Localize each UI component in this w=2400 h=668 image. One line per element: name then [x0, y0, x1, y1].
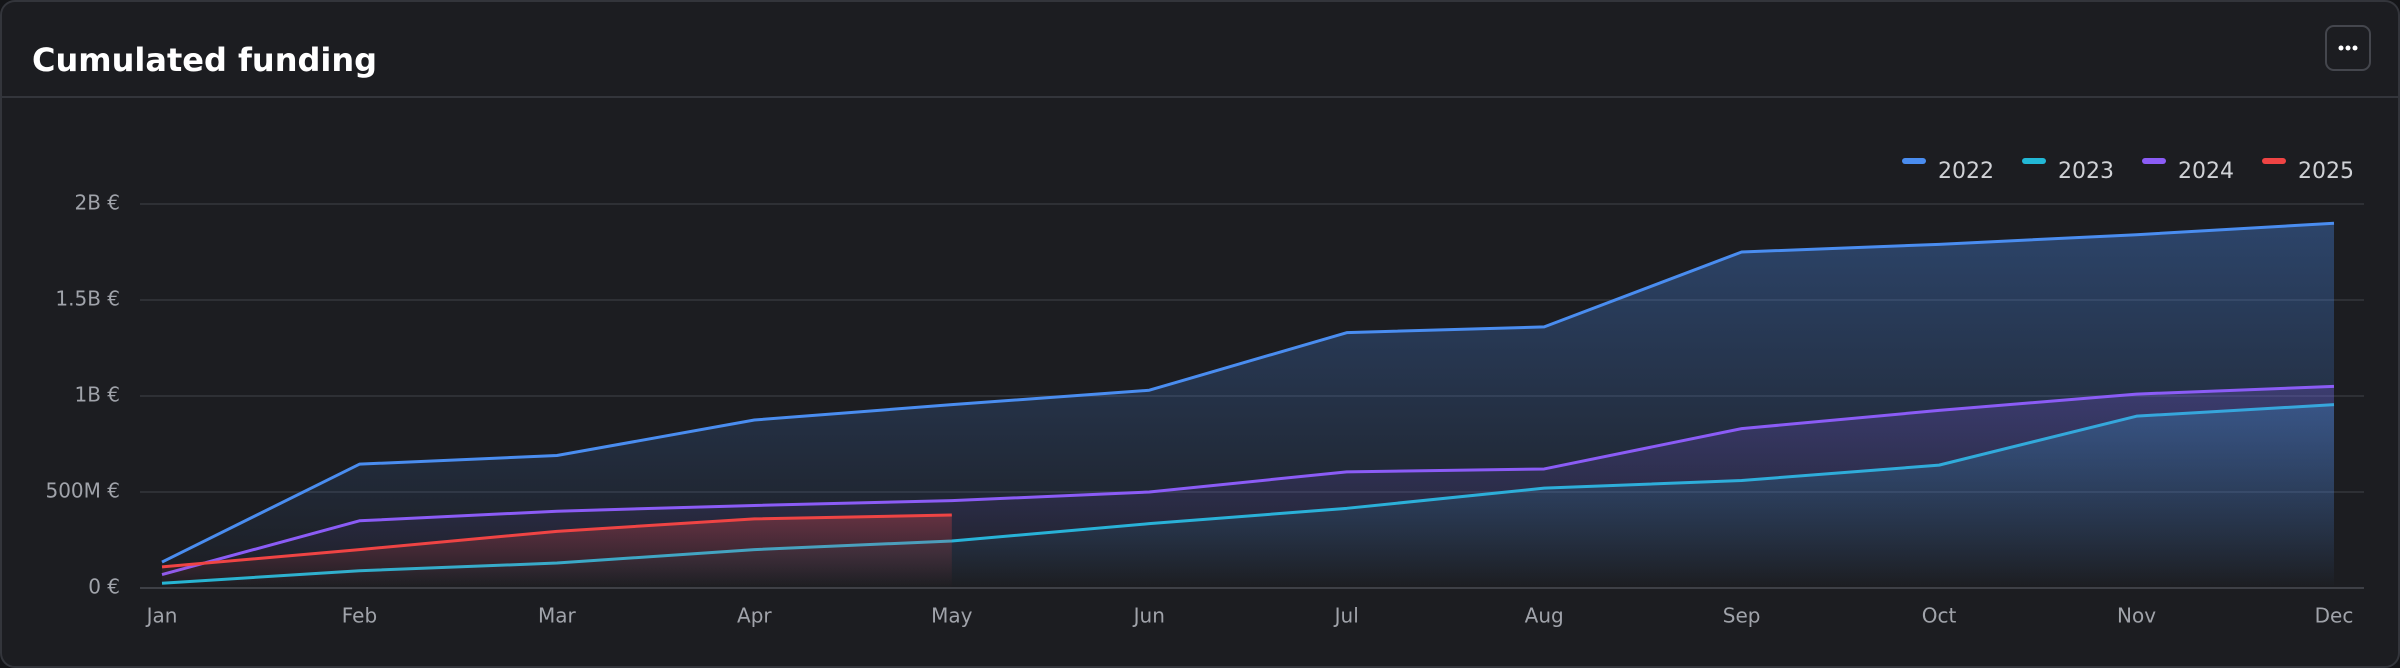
x-tick-label: Jan [145, 604, 178, 628]
y-tick-label: 1B € [74, 383, 120, 407]
y-tick-label: 1.5B € [55, 287, 120, 311]
x-tick-label: Jul [1333, 604, 1359, 628]
y-tick-label: 500M € [45, 479, 120, 503]
legend-label: 2024 [2178, 159, 2234, 184]
y-tick-label: 0 € [88, 575, 120, 599]
x-tick-label: Jun [1132, 604, 1165, 628]
y-tick-label: 2B € [74, 191, 120, 215]
legend-label: 2022 [1938, 159, 1994, 184]
x-tick-label: Sep [1723, 604, 1761, 628]
x-tick-label: Apr [737, 604, 772, 628]
x-tick-label: Feb [342, 604, 377, 628]
legend-label: 2023 [2058, 159, 2114, 184]
series-line [161, 221, 2335, 564]
x-tick-label: Dec [2315, 604, 2354, 628]
x-tick-label: Aug [1525, 604, 1564, 628]
x-tick-label: Oct [1922, 604, 1957, 628]
series-line [161, 513, 952, 569]
x-tick-label: May [931, 604, 973, 628]
series-line [161, 384, 2335, 577]
series-area [162, 515, 952, 588]
x-tick-label: Mar [538, 604, 577, 628]
legend-label: 2025 [2298, 159, 2354, 184]
chart-title: Cumulated funding [32, 41, 377, 79]
more-icon [2338, 45, 2358, 51]
x-tick-label: Nov [2117, 604, 2156, 628]
